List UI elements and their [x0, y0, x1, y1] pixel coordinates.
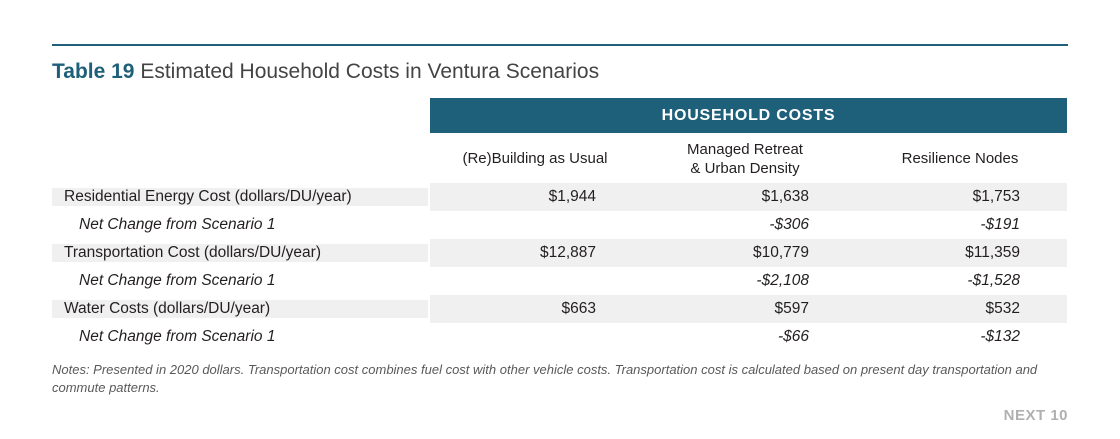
- cell-managed-retreat: -$306: [769, 216, 809, 233]
- column-header-managed-retreat-line2: & Urban Density: [690, 160, 800, 177]
- table-row: Residential Energy Cost (dollars/DU/year…: [52, 183, 1067, 211]
- cell-resilience-nodes: -$1,528: [967, 272, 1020, 289]
- table-notes: Notes: Presented in 2020 dollars. Transp…: [52, 362, 1038, 395]
- cell-managed-retreat: -$2,108: [756, 272, 809, 289]
- cell-managed-retreat: $10,779: [642, 239, 852, 267]
- cell-resilience-nodes: $1,753: [852, 183, 1067, 211]
- table-number: Table 19: [52, 60, 135, 83]
- cell-rebuilding: [430, 323, 642, 351]
- cell-resilience-nodes: -$191: [980, 216, 1020, 233]
- table-row: Net Change from Scenario 1 -$66 -$132: [52, 323, 1067, 351]
- row-label: Transportation Cost (dollars/DU/year): [52, 244, 428, 262]
- footer-brand: NEXT 10: [1003, 407, 1068, 424]
- row-label: Net Change from Scenario 1: [79, 272, 276, 289]
- row-label: Residential Energy Cost (dollars/DU/year…: [52, 188, 428, 206]
- column-header-managed-retreat: Managed Retreat & Urban Density: [640, 140, 850, 178]
- cell-rebuilding: [430, 211, 642, 239]
- row-label: Net Change from Scenario 1: [79, 328, 276, 345]
- cell-resilience-nodes: -$132: [980, 328, 1020, 345]
- column-header-rebuilding: (Re)Building as Usual: [462, 150, 608, 167]
- row-label: Net Change from Scenario 1: [79, 216, 276, 233]
- cell-managed-retreat: $597: [642, 295, 852, 323]
- cell-managed-retreat: -$66: [777, 328, 809, 345]
- household-costs-header: HOUSEHOLD COSTS: [430, 98, 1067, 133]
- top-rule: [52, 44, 1068, 46]
- table-row: Water Costs (dollars/DU/year) $663 $597 …: [52, 295, 1067, 323]
- table-row: Transportation Cost (dollars/DU/year) $1…: [52, 239, 1067, 267]
- cell-rebuilding: $1,944: [430, 183, 642, 211]
- cell-rebuilding: $12,887: [430, 239, 642, 267]
- table-row: Net Change from Scenario 1 -$306 -$191: [52, 211, 1067, 239]
- column-header-resilience-nodes: Resilience Nodes: [901, 150, 1019, 167]
- table-title-text: Estimated Household Costs in Ventura Sce…: [140, 60, 600, 83]
- cell-rebuilding: $663: [430, 295, 642, 323]
- row-label: Water Costs (dollars/DU/year): [52, 300, 428, 318]
- cell-resilience-nodes: $532: [852, 295, 1067, 323]
- table-row: Net Change from Scenario 1 -$2,108 -$1,5…: [52, 267, 1067, 295]
- cell-managed-retreat: $1,638: [642, 183, 852, 211]
- table-title: Table 19 Estimated Household Costs in Ve…: [52, 60, 599, 84]
- cell-rebuilding: [430, 267, 642, 295]
- column-header-managed-retreat-line1: Managed Retreat: [687, 141, 803, 158]
- cell-resilience-nodes: $11,359: [852, 239, 1067, 267]
